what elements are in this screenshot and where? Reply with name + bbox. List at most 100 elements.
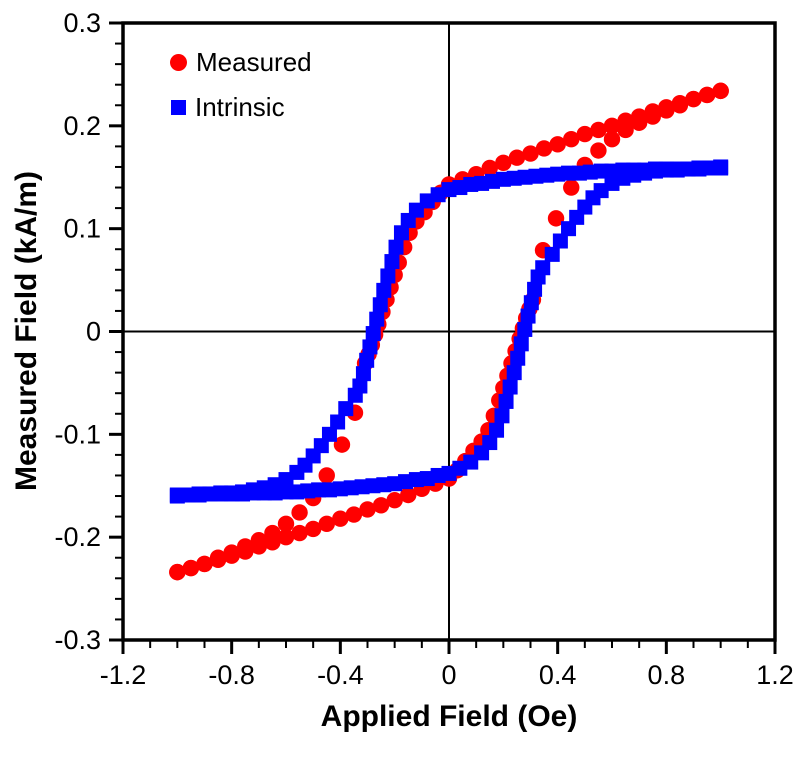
data-point-intrinsic [321, 426, 337, 442]
data-point-measured [549, 136, 566, 153]
legend-label-measured: Measured [196, 46, 312, 77]
data-point-measured [508, 149, 526, 166]
data-point-intrinsic [362, 339, 378, 355]
measured-marker-icon [170, 53, 187, 71]
data-point-measured [291, 524, 308, 542]
data-point-intrinsic [535, 260, 551, 276]
data-point-intrinsic [502, 379, 518, 395]
data-point-measured [318, 515, 335, 532]
data-point-intrinsic [347, 387, 363, 403]
data-point-measured [712, 82, 729, 100]
data-point-measured [603, 131, 621, 148]
x-tick-label: 0.4 [539, 660, 577, 690]
data-point-measured [332, 510, 349, 527]
data-point-measured [182, 559, 200, 577]
data-point-measured [345, 506, 363, 523]
data-point-measured [291, 504, 308, 521]
data-point-measured [617, 121, 634, 139]
data-point-measured [372, 497, 390, 514]
intrinsic-marker-icon [171, 99, 186, 115]
data-point-intrinsic [713, 159, 729, 175]
data-point-intrinsic [527, 281, 543, 297]
y-tick-label: 0.3 [63, 8, 101, 38]
data-point-measured [237, 543, 254, 560]
y-tick-label: 0.2 [63, 111, 101, 141]
x-tick-label: -1.2 [100, 660, 147, 690]
legend-label-intrinsic: Intrinsic [195, 91, 285, 122]
x-axis-title: Applied Field (Oe) [320, 700, 578, 733]
data-point-measured [630, 114, 648, 131]
x-tick-label: -0.4 [317, 660, 364, 690]
data-point-intrinsic [355, 366, 371, 382]
data-point-intrinsic [330, 414, 346, 430]
y-tick-label: -0.2 [54, 522, 101, 552]
data-point-measured [547, 210, 565, 227]
data-point-measured [535, 140, 553, 157]
data-point-intrinsic [517, 321, 533, 337]
data-point-intrinsic [376, 282, 392, 298]
data-point-measured [400, 486, 417, 504]
x-tick-label: 0 [441, 660, 456, 690]
data-point-intrinsic [498, 393, 514, 409]
data-point-measured [590, 142, 607, 159]
data-point-intrinsic [544, 246, 560, 262]
data-point-intrinsic [494, 408, 510, 424]
y-tick-label: 0 [86, 317, 101, 347]
data-point-intrinsic [400, 212, 416, 228]
data-point-measured [603, 117, 621, 135]
data-point-measured [576, 125, 594, 143]
data-point-intrinsic [561, 221, 577, 237]
y-tick-label: -0.1 [54, 419, 101, 449]
data-point-intrinsic [520, 308, 536, 324]
data-point-intrinsic [482, 435, 498, 451]
data-point-measured [277, 528, 295, 546]
data-point-intrinsic [510, 350, 526, 366]
data-point-measured [250, 538, 268, 555]
data-point-measured [481, 159, 498, 177]
data-point-intrinsic [365, 326, 381, 342]
data-point-intrinsic [506, 365, 522, 381]
data-point-measured [277, 515, 295, 532]
data-point-measured [196, 555, 213, 573]
data-point-measured [671, 97, 689, 114]
x-tick-label: 1.2 [756, 660, 794, 690]
data-point-measured [644, 108, 661, 125]
data-point-intrinsic [489, 422, 505, 438]
x-tick-label: -0.8 [208, 660, 255, 690]
data-point-intrinsic [380, 268, 396, 284]
data-point-measured [522, 145, 539, 162]
legend-item-intrinsic: Intrinsic [170, 91, 312, 123]
data-point-measured [685, 90, 702, 108]
plot-frame [121, 21, 777, 642]
y-tick-label: -0.3 [54, 625, 101, 655]
y-tick-label: 0.1 [63, 214, 101, 244]
data-point-measured [304, 520, 322, 538]
data-point-measured [209, 551, 227, 568]
data-point-measured [333, 436, 351, 453]
data-point-measured [359, 501, 376, 518]
data-point-measured [658, 102, 675, 119]
data-point-intrinsic [388, 239, 404, 255]
data-point-measured [563, 179, 580, 196]
y-axis-title: Measured Field (kA/m) [10, 170, 43, 492]
data-point-intrinsic [372, 297, 388, 313]
data-point-measured [495, 154, 512, 172]
data-point-intrinsic [369, 311, 385, 327]
data-point-intrinsic [359, 352, 375, 368]
data-point-measured [698, 86, 716, 104]
data-point-intrinsic [384, 254, 400, 270]
data-point-intrinsic [523, 295, 539, 311]
data-point-measured [590, 121, 607, 139]
data-point-intrinsic [552, 233, 568, 249]
data-point-measured [264, 534, 281, 551]
data-point-intrinsic [513, 336, 529, 352]
data-point-measured [318, 467, 335, 484]
data-point-measured [563, 131, 580, 148]
data-point-measured [169, 563, 186, 581]
data-point-intrinsic [338, 401, 354, 417]
x-tick-label: 0.8 [648, 660, 686, 690]
data-point-measured [386, 491, 403, 509]
data-point-measured [223, 547, 240, 564]
